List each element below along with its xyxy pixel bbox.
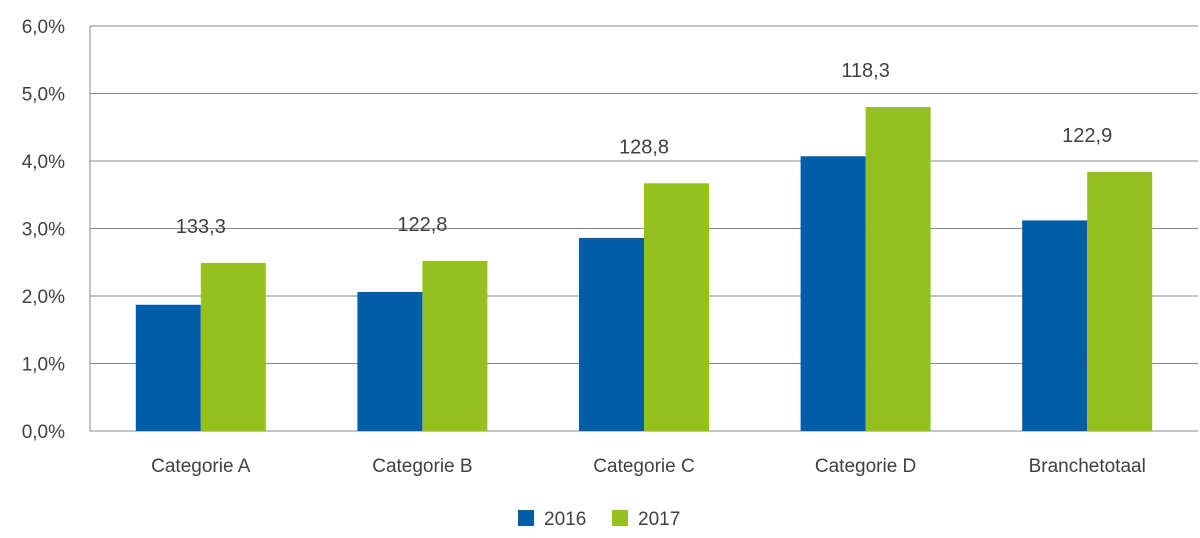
y-tick-label: 1,0% <box>22 355 65 376</box>
bar-2017-3 <box>865 107 931 431</box>
bar-2017-4 <box>1087 171 1153 432</box>
y-tick-label: 3,0% <box>22 220 65 241</box>
bars <box>135 107 1153 432</box>
y-tick-label: 4,0% <box>22 152 65 173</box>
bar-2016-0 <box>135 304 201 431</box>
bar-group-annotation: 128,8 <box>619 136 669 158</box>
bar-group-annotation: 122,9 <box>1062 125 1112 147</box>
bar-2017-0 <box>200 262 266 431</box>
bar-group-annotation: 118,3 <box>841 60 890 82</box>
legend-label: 2016 <box>544 509 586 530</box>
annotations: 133,3 122,8 128,8 118,3 122,9 <box>176 60 1112 238</box>
bar-2017-1 <box>422 260 488 431</box>
legend-swatch-2017 <box>612 510 628 526</box>
x-tick-label: Categorie C <box>593 456 694 477</box>
legend: 2016 2017 <box>518 509 680 530</box>
x-tick-label: Categorie D <box>815 456 916 477</box>
bar-2017-2 <box>644 183 709 431</box>
x-tick-label: Categorie B <box>372 456 472 477</box>
y-tick-label: 0,0% <box>22 422 65 443</box>
legend-label: 2017 <box>638 509 680 530</box>
y-axis-ticks: 0,0% 1,0% 2,0% 3,0% 4,0% 5,0% 6,0% <box>22 17 65 443</box>
y-tick-label: 6,0% <box>22 17 65 38</box>
bar-group-annotation: 122,8 <box>397 214 447 236</box>
bar-2016-1 <box>357 291 423 431</box>
x-tick-label: Categorie A <box>151 456 251 477</box>
x-axis-ticks: Categorie A Categorie B Categorie C Categor… <box>151 456 1146 477</box>
y-tick-label: 5,0% <box>22 85 65 106</box>
bar-2016-4 <box>1022 220 1088 431</box>
x-tick-label: Branchetotaal <box>1029 456 1146 477</box>
bar-2016-3 <box>800 156 866 431</box>
bar-group-annotation: 133,3 <box>176 216 226 238</box>
legend-swatch-2016 <box>518 510 534 526</box>
y-tick-label: 2,0% <box>22 287 65 308</box>
bar-2016-2 <box>579 237 644 431</box>
